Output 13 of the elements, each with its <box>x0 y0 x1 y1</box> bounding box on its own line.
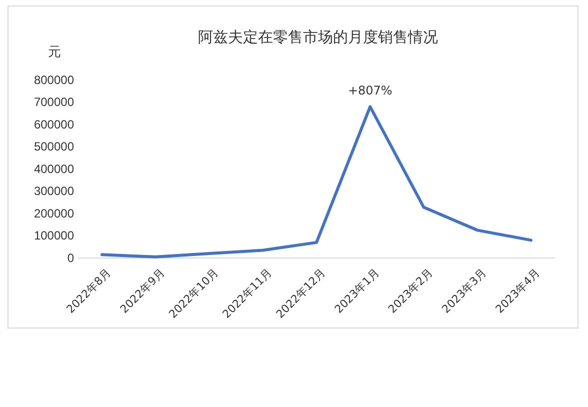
y-tick-label: 800000 <box>34 72 74 87</box>
y-tick-label: 600000 <box>34 117 74 132</box>
y-tick-label: 0 <box>67 250 74 265</box>
y-tick-label: 700000 <box>34 95 74 110</box>
y-axis-title: 元 <box>48 45 61 60</box>
line-series <box>100 105 532 258</box>
y-tick-label: 500000 <box>34 140 74 154</box>
annotation: +807% <box>348 84 392 98</box>
y-tick-label: 200000 <box>34 206 74 220</box>
y-tick-label: 400000 <box>34 162 74 176</box>
chart-title: 阿兹夫定在零售市场的月度销售情况 <box>198 28 438 46</box>
y-tick-label: 100000 <box>34 228 74 243</box>
y-tick-label: 300000 <box>34 184 74 198</box>
